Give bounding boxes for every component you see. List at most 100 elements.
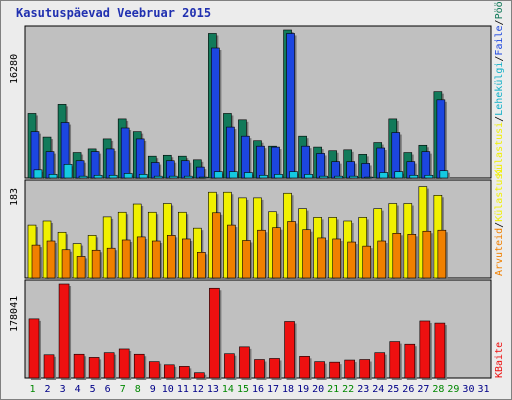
top-bar-Lehekülgi-8 [138, 174, 148, 179]
top-bar-Lehekülgi-5 [93, 174, 103, 179]
x-label-31: 31 [477, 384, 489, 395]
top-bar-Lehekülgi-19 [304, 174, 313, 179]
top-bar-Faile-18 [286, 33, 295, 179]
x-label-29: 29 [447, 384, 459, 395]
legend-bottom-part-0: KBaite [494, 342, 505, 378]
bottom-bar-26 [404, 343, 416, 379]
x-label-8: 8 [135, 384, 141, 395]
top-bar-Lehekülgi-25 [394, 171, 404, 179]
top-bar-Faile-12 [196, 166, 205, 179]
top-bar-Faile-19 [301, 145, 310, 179]
top-bar-Faile-17 [271, 146, 280, 179]
legend-top-part-3: / [494, 56, 505, 62]
top-bar-Lehekülgi-16 [259, 174, 268, 179]
x-label-30: 30 [462, 384, 474, 395]
x-label-27: 27 [417, 384, 429, 395]
top-bar-Lehekülgi-27-shadow [426, 177, 435, 180]
top-bar-Faile-27 [421, 151, 431, 179]
middle-bar-Arvuteid-21 [332, 238, 341, 279]
top-bar-Lehekülgi-4-shadow [81, 178, 90, 180]
x-label-21: 21 [327, 384, 339, 395]
legend-middle-part-0: Arvuteid [494, 228, 505, 276]
top-bar-Faile-28 [436, 99, 446, 179]
top-bar-Faile-4 [75, 160, 85, 179]
legend-top-part-2: Lehekülgi [494, 62, 505, 116]
legend-top-part-6: Pöördumisi [494, 0, 505, 19]
legend-top-part-5: / [494, 19, 505, 25]
bottom-bar-17 [269, 358, 280, 379]
bottom-bar-19 [299, 356, 310, 379]
top-bar-Lehekülgi-4 [78, 175, 88, 179]
top-bar-Lehekülgi-6 [108, 174, 118, 179]
middle-bar-Arvuteid-10 [166, 235, 176, 279]
middle-bar-Arvuteid-4 [76, 256, 86, 279]
x-label-10: 10 [162, 384, 174, 395]
bottom-bar-4 [73, 353, 85, 379]
middle-bar-Arvuteid-16 [257, 229, 266, 279]
legend-top: Külastusi/Lehekülgi/Faile/Pöördumisi [494, 0, 505, 176]
top-bar-Faile-13 [211, 47, 220, 179]
middle-bar-Arvuteid-7 [121, 239, 131, 279]
top-bar-Lehekülgi-11-shadow [186, 178, 195, 180]
top-bar-Lehekülgi-16-shadow [261, 177, 270, 180]
x-label-25: 25 [387, 384, 399, 395]
top-bar-Faile-15 [241, 135, 250, 179]
top-bar-Lehekülgi-15 [244, 172, 253, 179]
top-bar-Lehekülgi-1 [33, 169, 43, 179]
middle-bar-Arvuteid-15 [242, 240, 251, 279]
middle-bar-Arvuteid-19 [302, 229, 311, 279]
legend-middle-part-2: Külastusi [494, 168, 505, 222]
middle-bar-Arvuteid-28 [437, 229, 447, 279]
bottom-bar-6 [103, 352, 115, 379]
middle-bar-Arvuteid-2 [46, 240, 56, 279]
top-bar-Lehekülgi-11 [184, 175, 193, 179]
middle-bar-Arvuteid-9 [151, 240, 161, 279]
middle-bar-Arvuteid-14 [227, 224, 236, 279]
x-label-17: 17 [267, 384, 279, 395]
y-max-label-3: 178041 [9, 296, 20, 332]
top-bar-Faile-8 [135, 138, 145, 179]
top-bar-Lehekülgi-2 [48, 174, 58, 179]
bottom-bar-2 [43, 354, 55, 379]
middle-bar-Arvuteid-11 [182, 238, 191, 279]
x-label-14: 14 [222, 384, 234, 395]
x-label-2: 2 [45, 384, 51, 395]
top-bar-Lehekülgi-26-shadow [411, 177, 420, 180]
x-label-13: 13 [207, 384, 219, 395]
middle-bar-Arvuteid-12 [197, 252, 206, 279]
top-bar-Faile-5 [90, 151, 100, 179]
x-label-12: 12 [192, 384, 204, 395]
bottom-bar-9 [148, 361, 160, 379]
middle-bar-Arvuteid-18 [287, 221, 296, 279]
bottom-bar-22 [344, 359, 355, 379]
x-label-11: 11 [177, 384, 189, 395]
bottom-bar-13 [209, 287, 220, 379]
top-bar-Lehekülgi-20-shadow [321, 178, 330, 180]
y-max-label-2: 183 [9, 188, 20, 206]
bottom-bar-28 [434, 322, 446, 379]
bottom-bar-5 [88, 357, 100, 379]
top-bar-Faile-11 [181, 160, 190, 179]
bottom-bar-15 [239, 346, 250, 379]
top-bar-Faile-20 [316, 153, 325, 179]
top-bar-Lehekülgi-20 [319, 175, 328, 179]
bottom-bar-7 [118, 348, 130, 379]
x-label-3: 3 [60, 384, 66, 395]
top-bar-Faile-10 [165, 160, 175, 179]
top-bar-Lehekülgi-21 [334, 175, 343, 179]
x-label-28: 28 [432, 384, 444, 395]
bottom-bar-10 [163, 364, 175, 379]
middle-bar-Arvuteid-1 [31, 244, 41, 279]
top-bar-Lehekülgi-22-shadow [351, 178, 360, 180]
top-bar-Lehekülgi-14 [229, 171, 238, 179]
bottom-bar-21 [329, 361, 340, 379]
x-label-6: 6 [105, 384, 111, 395]
middle-bar-Arvuteid-13 [212, 212, 221, 279]
legend-middle: Arvuteid/Külastusi [494, 168, 505, 276]
middle-bar-Arvuteid-6 [106, 247, 116, 279]
top-bar-Lehekülgi-23-shadow [366, 179, 375, 180]
x-label-26: 26 [402, 384, 414, 395]
top-bar-Faile-21 [331, 161, 340, 179]
top-bar-Lehekülgi-12 [199, 176, 208, 179]
top-bar-Lehekülgi-21-shadow [336, 178, 345, 180]
